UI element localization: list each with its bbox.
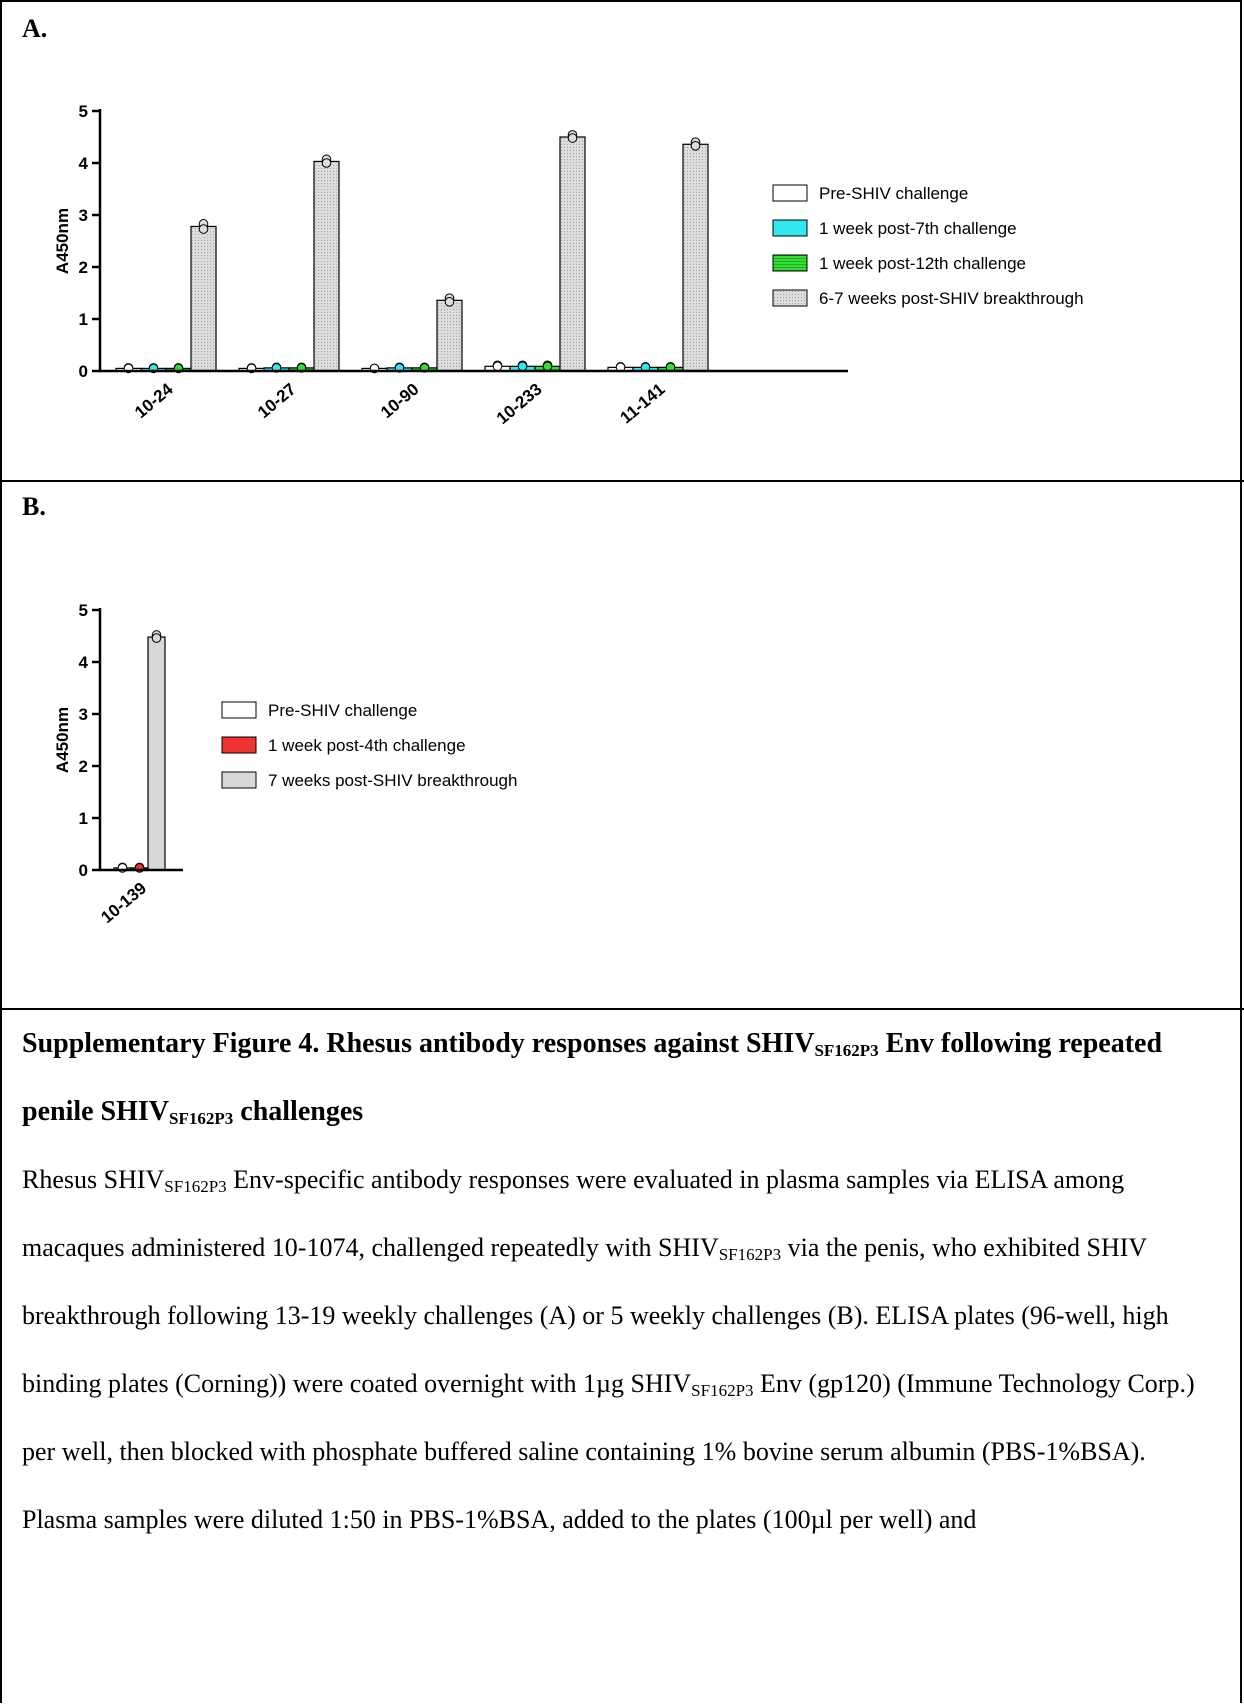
panel-b-label: B. [22, 492, 46, 521]
y-tick-label: 0 [79, 362, 88, 381]
legend-label: 1 week post-12th challenge [819, 254, 1026, 273]
legend-swatch [221, 701, 257, 719]
y-tick-label: 2 [79, 757, 88, 776]
y-axis-label: A450nm [53, 707, 72, 773]
legend-swatch [221, 771, 257, 789]
bar [190, 225, 217, 372]
legend-swatch [221, 736, 257, 754]
data-point [321, 158, 332, 168]
y-tick-label: 3 [79, 705, 88, 724]
figure-caption: Supplementary Figure 4. Rhesus antibody … [22, 1010, 1222, 1554]
y-tick-label: 0 [79, 861, 88, 880]
y-tick-label: 1 [79, 310, 88, 329]
data-point [151, 633, 162, 643]
y-tick-label: 4 [79, 154, 89, 173]
data-point [198, 224, 209, 234]
legend-swatch [772, 254, 808, 272]
bar [682, 143, 709, 372]
data-point [567, 133, 578, 143]
data-point [492, 361, 503, 372]
legend-label: 6-7 weeks post-SHIV breakthrough [819, 289, 1084, 308]
bar [147, 636, 166, 871]
y-tick-label: 5 [79, 601, 88, 620]
data-point [542, 361, 553, 372]
bar [313, 160, 340, 372]
bar [436, 299, 463, 372]
bar [559, 136, 586, 372]
legend-swatch [772, 219, 808, 237]
panel-a-label: A. [22, 14, 48, 43]
x-tick-label: 10-233 [493, 380, 546, 429]
legend-label: Pre-SHIV challenge [819, 184, 968, 203]
legend-label: Pre-SHIV challenge [268, 701, 417, 720]
data-point [444, 297, 455, 307]
caption-body: Rhesus SHIVSF162P3 Env-specific antibody… [22, 1165, 1195, 1534]
legend-swatch [772, 289, 808, 307]
legend-label: 1 week post-7th challenge [819, 219, 1017, 238]
x-tick-label: 10-90 [377, 380, 423, 423]
x-tick-label: 10-139 [97, 879, 150, 928]
caption-divider [0, 1008, 1244, 1010]
y-tick-label: 3 [79, 206, 88, 225]
y-tick-label: 1 [79, 809, 88, 828]
legend-label: 1 week post-4th challenge [268, 736, 466, 755]
legend-swatch [772, 184, 808, 202]
legend-label: 7 weeks post-SHIV breakthrough [268, 771, 517, 790]
y-tick-label: 4 [79, 653, 89, 672]
x-tick-label: 11-141 [617, 380, 669, 428]
panel-divider [0, 480, 1244, 482]
data-point [517, 361, 528, 372]
chart-panel-a: 0 1 2 3 4 5 A450nm 10-24 10-27 10-90 10-233 11-141 P… [53, 102, 1084, 429]
y-tick-label: 2 [79, 258, 88, 277]
data-point [690, 141, 701, 151]
caption-title: Supplementary Figure 4. Rhesus antibody … [22, 1028, 1163, 1128]
chart-panel-b: 0 1 2 3 4 5 A450nm 10-139 Pre-SHIV challenge 1 we… [53, 601, 517, 928]
x-tick-label: 10-24 [131, 379, 177, 422]
y-axis-label: A450nm [53, 208, 72, 274]
y-tick-label: 5 [79, 102, 88, 121]
x-tick-label: 10-27 [254, 380, 300, 423]
